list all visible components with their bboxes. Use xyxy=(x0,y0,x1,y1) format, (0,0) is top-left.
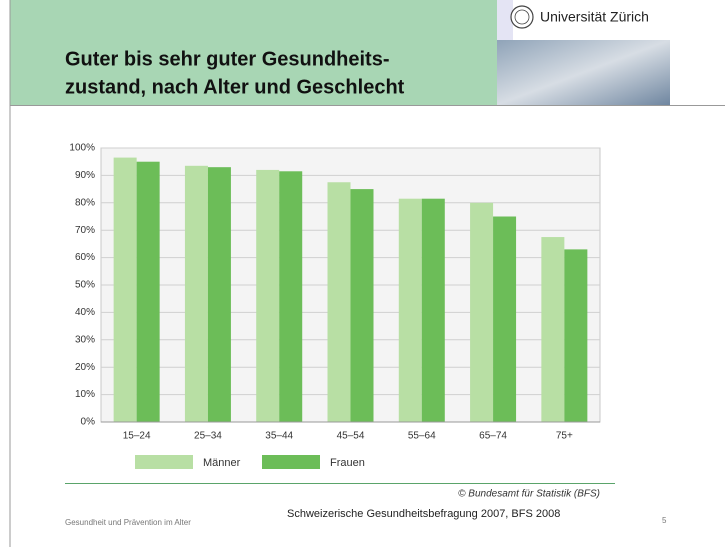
bar xyxy=(256,170,279,422)
legend-swatch xyxy=(262,455,320,469)
x-tick-label: 45–54 xyxy=(337,431,365,442)
bar xyxy=(114,158,137,422)
logo-seal xyxy=(511,6,533,28)
legend-swatch xyxy=(135,455,193,469)
bar xyxy=(399,199,422,422)
y-tick-label: 100% xyxy=(69,143,95,154)
y-tick-label: 90% xyxy=(75,170,95,181)
bar xyxy=(328,182,351,422)
y-tick-label: 20% xyxy=(75,362,95,373)
y-tick-label: 30% xyxy=(75,334,95,345)
bar xyxy=(493,217,516,423)
bar xyxy=(279,171,302,422)
x-tick-label: 75+ xyxy=(556,431,573,442)
bar xyxy=(564,249,587,422)
y-tick-label: 50% xyxy=(75,280,95,291)
footer-center: Schweizerische Gesundheitsbefragung 2007… xyxy=(287,508,560,520)
y-tick-label: 10% xyxy=(75,389,95,400)
slide-title: zustand, nach Alter und Geschlecht xyxy=(65,76,405,98)
source: © Bundesamt für Statistik (BFS) xyxy=(458,489,600,500)
legend-label: Frauen xyxy=(330,457,365,469)
bar xyxy=(137,162,160,422)
bar xyxy=(470,203,493,422)
x-tick-label: 35–44 xyxy=(265,431,293,442)
x-tick-label: 25–34 xyxy=(194,431,222,442)
bar xyxy=(541,237,564,422)
bar xyxy=(208,167,231,422)
logo-photo xyxy=(497,40,670,105)
slide-title: Guter bis sehr guter Gesundheits- xyxy=(65,48,390,70)
slide: Universität Zürich Guter bis sehr guter … xyxy=(0,0,725,547)
footer-left: Gesundheit und Prävention im Alter xyxy=(65,518,191,527)
legend-label: Männer xyxy=(203,457,241,469)
y-tick-label: 70% xyxy=(75,225,95,236)
chart: 0% 10% 20% 30% 40% 50% 60% 70% 80% 90% 100% 15–24 25… xyxy=(69,143,600,469)
bar xyxy=(185,166,208,422)
bar xyxy=(351,189,374,422)
y-tick-label: 80% xyxy=(75,197,95,208)
x-tick-label: 65–74 xyxy=(479,431,507,442)
logo-text: Universität Zürich xyxy=(540,9,649,25)
x-tick-label: 55–64 xyxy=(408,431,436,442)
y-tick-label: 0% xyxy=(81,417,96,428)
bar xyxy=(422,199,445,422)
y-tick-label: 40% xyxy=(75,307,95,318)
page: {"slide": {"title_lines": ["Guter bis se… xyxy=(0,0,725,547)
x-tick-label: 15–24 xyxy=(123,431,151,442)
y-tick-label: 60% xyxy=(75,252,95,263)
page-number: 5 xyxy=(662,516,667,525)
